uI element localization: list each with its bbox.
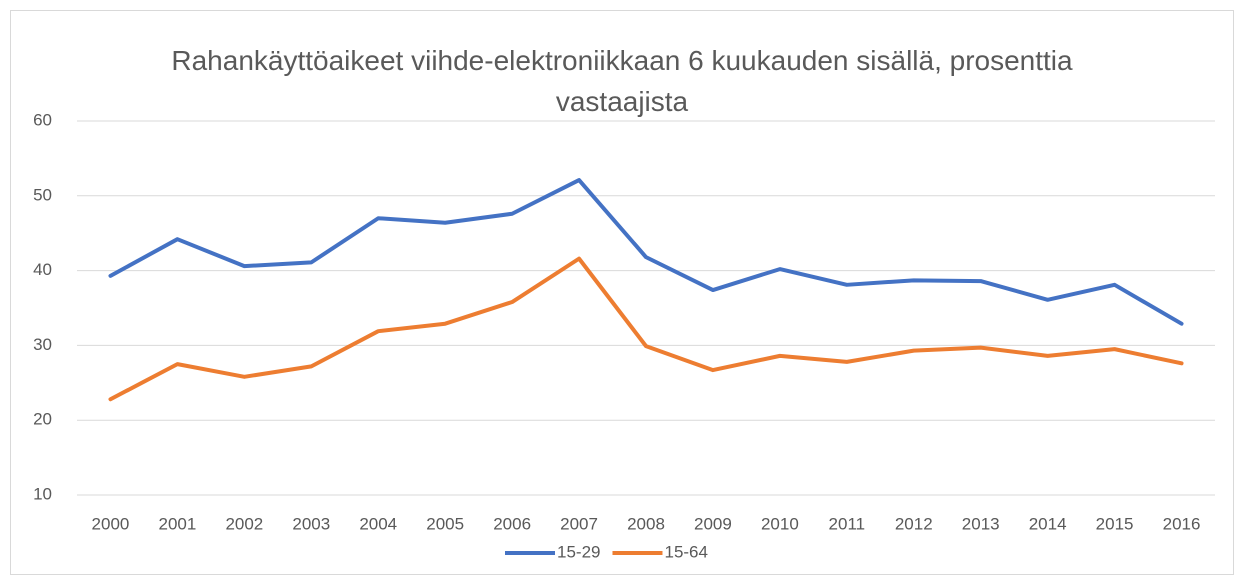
legend-label: 15-29	[557, 542, 600, 561]
y-tick-label: 10	[33, 484, 52, 503]
x-tick-label: 2013	[962, 514, 1000, 533]
x-tick-label: 2015	[1096, 514, 1134, 533]
y-tick-label: 50	[33, 185, 52, 204]
y-tick-label: 40	[33, 260, 52, 279]
x-tick-label: 2001	[158, 514, 196, 533]
legend-label: 15-64	[664, 542, 707, 561]
y-tick-label: 60	[33, 110, 52, 129]
x-tick-label: 2006	[493, 514, 531, 533]
x-tick-label: 2008	[627, 514, 665, 533]
chart-border	[10, 10, 1234, 575]
x-tick-label: 2002	[225, 514, 263, 533]
x-tick-label: 2005	[426, 514, 464, 533]
x-tick-label: 2011	[829, 514, 866, 533]
x-tick-label: 2016	[1163, 514, 1201, 533]
x-tick-label: 2009	[694, 514, 732, 533]
x-tick-label: 2014	[1029, 514, 1067, 533]
chart-title: Rahankäyttöaikeet viihde-elektroniikkaan…	[171, 45, 1073, 117]
series-line	[108, 256, 1184, 402]
y-tick-label: 20	[33, 410, 52, 429]
x-tick-label: 2000	[92, 514, 130, 533]
x-tick-label: 2003	[292, 514, 330, 533]
x-tick-label: 2004	[359, 514, 397, 533]
series-line	[108, 178, 1184, 326]
y-tick-label: 30	[33, 335, 52, 354]
x-tick-label: 2010	[761, 514, 799, 533]
x-tick-label: 2012	[895, 514, 933, 533]
x-tick-label: 2007	[560, 514, 598, 533]
